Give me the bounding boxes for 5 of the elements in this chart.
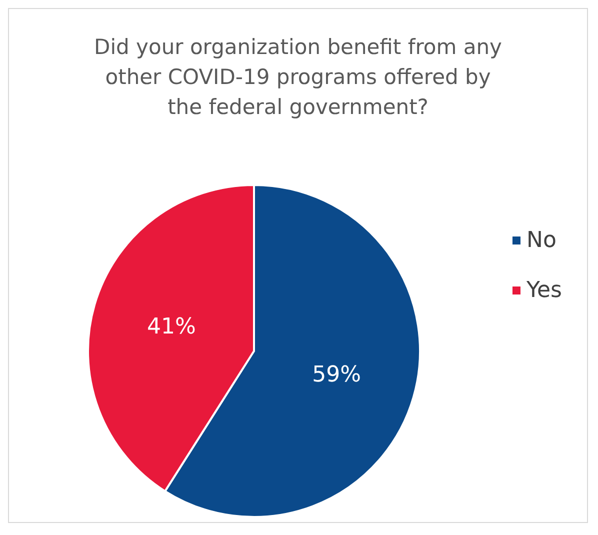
data-label: 41%: [146, 314, 196, 340]
legend-label: Yes: [525, 278, 562, 303]
legend-label: No: [526, 228, 556, 253]
data-label: 59%: [312, 362, 362, 388]
chart-title: Did your organization benefit from any other COVID-19 programs offered by the federal government?: [94, 35, 502, 119]
